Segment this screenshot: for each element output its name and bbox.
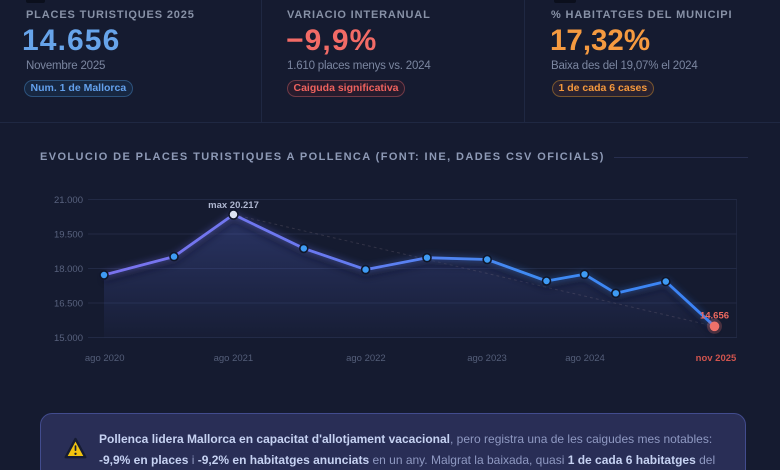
svg-text:21.000: 21.000	[54, 195, 83, 206]
svg-text:16.500: 16.500	[54, 299, 83, 310]
svg-text:ago 2024: ago 2024	[565, 353, 605, 364]
svg-text:14.656: 14.656	[700, 311, 729, 322]
svg-text:19.500: 19.500	[54, 230, 83, 241]
svg-text:ago 2023: ago 2023	[467, 353, 507, 364]
svg-text:nov 2025: nov 2025	[696, 353, 737, 364]
svg-text:ago 2020: ago 2020	[85, 353, 125, 364]
svg-text:ago 2021: ago 2021	[214, 353, 254, 364]
svg-text:18.000: 18.000	[54, 264, 83, 275]
svg-text:15.000: 15.000	[54, 333, 83, 344]
svg-text:ago 2022: ago 2022	[346, 353, 386, 364]
svg-text:max 20.217: max 20.217	[208, 200, 259, 211]
